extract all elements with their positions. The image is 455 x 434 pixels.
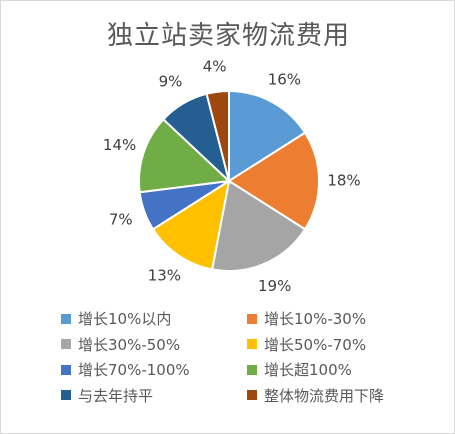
- legend-swatch: [61, 364, 71, 375]
- pie-data-label: 4%: [203, 57, 227, 75]
- pie-chart: 16% 18% 19% 13% 7% 14% 9% 4%: [103, 57, 361, 295]
- chart-title: 独立站卖家物流费用: [106, 21, 350, 51]
- pie-data-label: 18%: [327, 172, 360, 190]
- legend-item: 增长10%-30%: [247, 308, 366, 329]
- pie-data-label: 9%: [159, 73, 183, 91]
- pie-data-label: 16%: [268, 71, 301, 89]
- legend-item: 增长30%-50%: [61, 334, 180, 355]
- pie-slice: [205, 89, 230, 182]
- legend-item: 与去年持平: [61, 385, 153, 406]
- pie-slice: [210, 179, 307, 272]
- legend-label: 增长10%-30%: [264, 310, 367, 328]
- legend-label: 增长超100%: [264, 361, 352, 379]
- pie-slice: [227, 131, 320, 231]
- legend-item: 增长70%-100%: [61, 359, 190, 380]
- legend-swatch: [247, 339, 257, 349]
- legend-item: 整体物流费用下降: [247, 385, 384, 406]
- pie-slices: [138, 89, 320, 272]
- legend-swatch: [247, 390, 257, 400]
- legend-label: 与去年持平: [78, 386, 154, 405]
- legend-item: 增长50%-70%: [247, 334, 366, 355]
- pie-slice: [138, 117, 232, 194]
- pie-slice: [228, 89, 307, 183]
- legend-swatch: [61, 390, 71, 400]
- legend-swatch: [247, 364, 257, 375]
- pie-labels: 16% 18% 19% 13% 7% 14% 9% 4%: [103, 57, 361, 295]
- legend-swatch: [247, 313, 257, 324]
- legend-swatch: [61, 339, 71, 349]
- pie-data-label: 13%: [148, 267, 181, 285]
- pie-slice: [151, 178, 231, 271]
- pie-data-label: 19%: [258, 277, 291, 295]
- legend-label: 增长10%以内: [78, 310, 172, 328]
- legend-label: 整体物流费用下降: [264, 386, 385, 405]
- legend-label: 增长30%-50%: [78, 335, 181, 354]
- legend-label: 增长70%-100%: [78, 361, 190, 379]
- legend-item: 增长超100%: [247, 359, 352, 380]
- legend-item: 增长10%以内: [61, 308, 171, 329]
- legend-swatch: [61, 313, 71, 324]
- pie-data-label: 14%: [103, 136, 136, 154]
- pie-data-label: 7%: [109, 211, 133, 229]
- legend-label: 增长50%-70%: [264, 335, 367, 354]
